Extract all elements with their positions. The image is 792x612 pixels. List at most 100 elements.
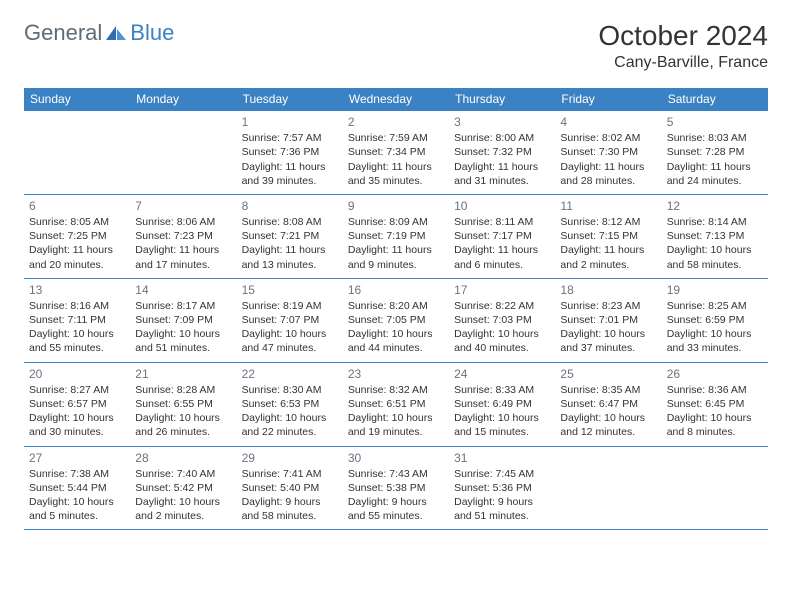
- day-details: Sunrise: 8:08 AMSunset: 7:21 PMDaylight:…: [242, 215, 338, 272]
- day-number: 20: [29, 366, 125, 382]
- day-number: 9: [348, 198, 444, 214]
- day-number: 19: [667, 282, 763, 298]
- day-details: Sunrise: 8:25 AMSunset: 6:59 PMDaylight:…: [667, 299, 763, 356]
- day-cell: 5Sunrise: 8:03 AMSunset: 7:28 PMDaylight…: [662, 111, 768, 195]
- day-details: Sunrise: 8:06 AMSunset: 7:23 PMDaylight:…: [135, 215, 231, 272]
- day-details: Sunrise: 8:23 AMSunset: 7:01 PMDaylight:…: [560, 299, 656, 356]
- day-cell: 20Sunrise: 8:27 AMSunset: 6:57 PMDayligh…: [24, 362, 130, 446]
- day-number: 18: [560, 282, 656, 298]
- day-number: 7: [135, 198, 231, 214]
- day-cell: 9Sunrise: 8:09 AMSunset: 7:19 PMDaylight…: [343, 194, 449, 278]
- calendar-table: SundayMondayTuesdayWednesdayThursdayFrid…: [24, 88, 768, 530]
- day-details: Sunrise: 8:35 AMSunset: 6:47 PMDaylight:…: [560, 383, 656, 440]
- day-number: 13: [29, 282, 125, 298]
- day-details: Sunrise: 8:02 AMSunset: 7:30 PMDaylight:…: [560, 131, 656, 188]
- day-details: Sunrise: 8:36 AMSunset: 6:45 PMDaylight:…: [667, 383, 763, 440]
- day-number: 28: [135, 450, 231, 466]
- day-details: Sunrise: 8:14 AMSunset: 7:13 PMDaylight:…: [667, 215, 763, 272]
- day-number: 25: [560, 366, 656, 382]
- day-cell: 17Sunrise: 8:22 AMSunset: 7:03 PMDayligh…: [449, 278, 555, 362]
- day-cell: 12Sunrise: 8:14 AMSunset: 7:13 PMDayligh…: [662, 194, 768, 278]
- day-number: 12: [667, 198, 763, 214]
- table-row: 6Sunrise: 8:05 AMSunset: 7:25 PMDaylight…: [24, 194, 768, 278]
- day-cell: 2Sunrise: 7:59 AMSunset: 7:34 PMDaylight…: [343, 111, 449, 195]
- day-details: Sunrise: 7:45 AMSunset: 5:36 PMDaylight:…: [454, 467, 550, 524]
- title-block: October 2024 Cany-Barville, France: [598, 20, 768, 72]
- day-number: 22: [242, 366, 338, 382]
- day-number: 1: [242, 114, 338, 130]
- empty-cell: [24, 111, 130, 195]
- day-number: 31: [454, 450, 550, 466]
- day-cell: 25Sunrise: 8:35 AMSunset: 6:47 PMDayligh…: [555, 362, 661, 446]
- day-cell: 4Sunrise: 8:02 AMSunset: 7:30 PMDaylight…: [555, 111, 661, 195]
- calendar-body: 1Sunrise: 7:57 AMSunset: 7:36 PMDaylight…: [24, 111, 768, 530]
- day-details: Sunrise: 8:20 AMSunset: 7:05 PMDaylight:…: [348, 299, 444, 356]
- day-number: 30: [348, 450, 444, 466]
- day-number: 4: [560, 114, 656, 130]
- day-number: 2: [348, 114, 444, 130]
- weekday-header: Saturday: [662, 88, 768, 111]
- day-number: 6: [29, 198, 125, 214]
- day-number: 29: [242, 450, 338, 466]
- table-row: 1Sunrise: 7:57 AMSunset: 7:36 PMDaylight…: [24, 111, 768, 195]
- day-details: Sunrise: 7:40 AMSunset: 5:42 PMDaylight:…: [135, 467, 231, 524]
- day-details: Sunrise: 8:03 AMSunset: 7:28 PMDaylight:…: [667, 131, 763, 188]
- day-details: Sunrise: 8:19 AMSunset: 7:07 PMDaylight:…: [242, 299, 338, 356]
- day-number: 27: [29, 450, 125, 466]
- day-details: Sunrise: 8:27 AMSunset: 6:57 PMDaylight:…: [29, 383, 125, 440]
- day-cell: 22Sunrise: 8:30 AMSunset: 6:53 PMDayligh…: [237, 362, 343, 446]
- day-number: 23: [348, 366, 444, 382]
- day-details: Sunrise: 8:11 AMSunset: 7:17 PMDaylight:…: [454, 215, 550, 272]
- day-number: 15: [242, 282, 338, 298]
- weekday-header: Friday: [555, 88, 661, 111]
- day-number: 14: [135, 282, 231, 298]
- day-number: 8: [242, 198, 338, 214]
- empty-cell: [662, 446, 768, 530]
- weekday-header: Thursday: [449, 88, 555, 111]
- day-cell: 29Sunrise: 7:41 AMSunset: 5:40 PMDayligh…: [237, 446, 343, 530]
- day-cell: 1Sunrise: 7:57 AMSunset: 7:36 PMDaylight…: [237, 111, 343, 195]
- day-details: Sunrise: 8:16 AMSunset: 7:11 PMDaylight:…: [29, 299, 125, 356]
- day-details: Sunrise: 8:33 AMSunset: 6:49 PMDaylight:…: [454, 383, 550, 440]
- day-details: Sunrise: 7:41 AMSunset: 5:40 PMDaylight:…: [242, 467, 338, 524]
- day-number: 24: [454, 366, 550, 382]
- header: General Blue October 2024 Cany-Barville,…: [0, 0, 792, 80]
- logo-text-general: General: [24, 20, 102, 46]
- day-number: 3: [454, 114, 550, 130]
- day-details: Sunrise: 8:28 AMSunset: 6:55 PMDaylight:…: [135, 383, 231, 440]
- day-details: Sunrise: 8:00 AMSunset: 7:32 PMDaylight:…: [454, 131, 550, 188]
- day-details: Sunrise: 7:57 AMSunset: 7:36 PMDaylight:…: [242, 131, 338, 188]
- day-number: 21: [135, 366, 231, 382]
- day-cell: 31Sunrise: 7:45 AMSunset: 5:36 PMDayligh…: [449, 446, 555, 530]
- day-cell: 7Sunrise: 8:06 AMSunset: 7:23 PMDaylight…: [130, 194, 236, 278]
- day-cell: 24Sunrise: 8:33 AMSunset: 6:49 PMDayligh…: [449, 362, 555, 446]
- day-number: 10: [454, 198, 550, 214]
- day-number: 17: [454, 282, 550, 298]
- day-cell: 21Sunrise: 8:28 AMSunset: 6:55 PMDayligh…: [130, 362, 236, 446]
- day-number: 26: [667, 366, 763, 382]
- day-details: Sunrise: 7:38 AMSunset: 5:44 PMDaylight:…: [29, 467, 125, 524]
- table-row: 13Sunrise: 8:16 AMSunset: 7:11 PMDayligh…: [24, 278, 768, 362]
- day-details: Sunrise: 8:32 AMSunset: 6:51 PMDaylight:…: [348, 383, 444, 440]
- day-cell: 11Sunrise: 8:12 AMSunset: 7:15 PMDayligh…: [555, 194, 661, 278]
- sail-icon: [104, 24, 128, 42]
- weekday-header: Wednesday: [343, 88, 449, 111]
- location-text: Cany-Barville, France: [598, 54, 768, 72]
- day-cell: 16Sunrise: 8:20 AMSunset: 7:05 PMDayligh…: [343, 278, 449, 362]
- day-details: Sunrise: 8:30 AMSunset: 6:53 PMDaylight:…: [242, 383, 338, 440]
- day-details: Sunrise: 8:05 AMSunset: 7:25 PMDaylight:…: [29, 215, 125, 272]
- weekday-header: Monday: [130, 88, 236, 111]
- day-cell: 13Sunrise: 8:16 AMSunset: 7:11 PMDayligh…: [24, 278, 130, 362]
- table-row: 20Sunrise: 8:27 AMSunset: 6:57 PMDayligh…: [24, 362, 768, 446]
- day-cell: 3Sunrise: 8:00 AMSunset: 7:32 PMDaylight…: [449, 111, 555, 195]
- day-cell: 28Sunrise: 7:40 AMSunset: 5:42 PMDayligh…: [130, 446, 236, 530]
- weekday-header: Sunday: [24, 88, 130, 111]
- empty-cell: [555, 446, 661, 530]
- day-cell: 14Sunrise: 8:17 AMSunset: 7:09 PMDayligh…: [130, 278, 236, 362]
- day-cell: 6Sunrise: 8:05 AMSunset: 7:25 PMDaylight…: [24, 194, 130, 278]
- logo: General Blue: [24, 20, 174, 46]
- day-number: 5: [667, 114, 763, 130]
- logo-text-blue: Blue: [130, 20, 174, 46]
- day-cell: 23Sunrise: 8:32 AMSunset: 6:51 PMDayligh…: [343, 362, 449, 446]
- day-cell: 26Sunrise: 8:36 AMSunset: 6:45 PMDayligh…: [662, 362, 768, 446]
